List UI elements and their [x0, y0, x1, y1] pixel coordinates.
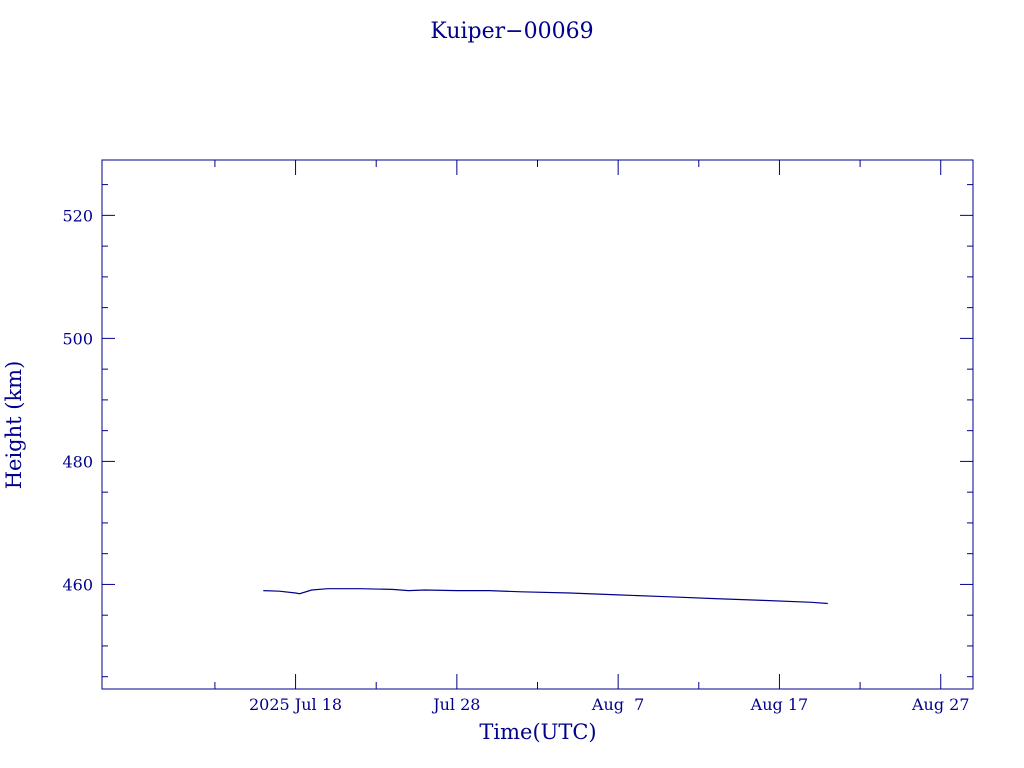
y-tick-label: 480 — [62, 452, 93, 471]
y-tick-label: 520 — [62, 206, 93, 225]
y-axis-title: Height (km) — [2, 361, 26, 490]
y-axis-ticks — [102, 184, 973, 678]
x-axis-tick-labels: 2025 Jul 18 Jul 28 Aug 7 Aug 17 Aug 27 — [249, 695, 970, 714]
y-axis-tick-labels: 460 480 500 520 — [62, 206, 93, 594]
chart-title: Kuiper−00069 — [430, 19, 593, 44]
plot-frame — [101, 159, 974, 690]
x-axis-ticks — [214, 160, 942, 689]
x-tick-label: Aug 27 — [911, 695, 970, 714]
series-layer — [263, 588, 828, 605]
y-tick-label: 460 — [62, 575, 93, 594]
x-tick-label: Aug 17 — [750, 695, 809, 714]
height-series-line — [263, 588, 828, 605]
x-tick-label: Aug 7 — [591, 695, 644, 714]
x-tick-label: 2025 Jul 18 — [249, 695, 342, 714]
y-tick-label: 500 — [62, 329, 93, 348]
x-axis-title: Time(UTC) — [479, 720, 596, 744]
x-tick-label: Jul 28 — [431, 695, 480, 714]
